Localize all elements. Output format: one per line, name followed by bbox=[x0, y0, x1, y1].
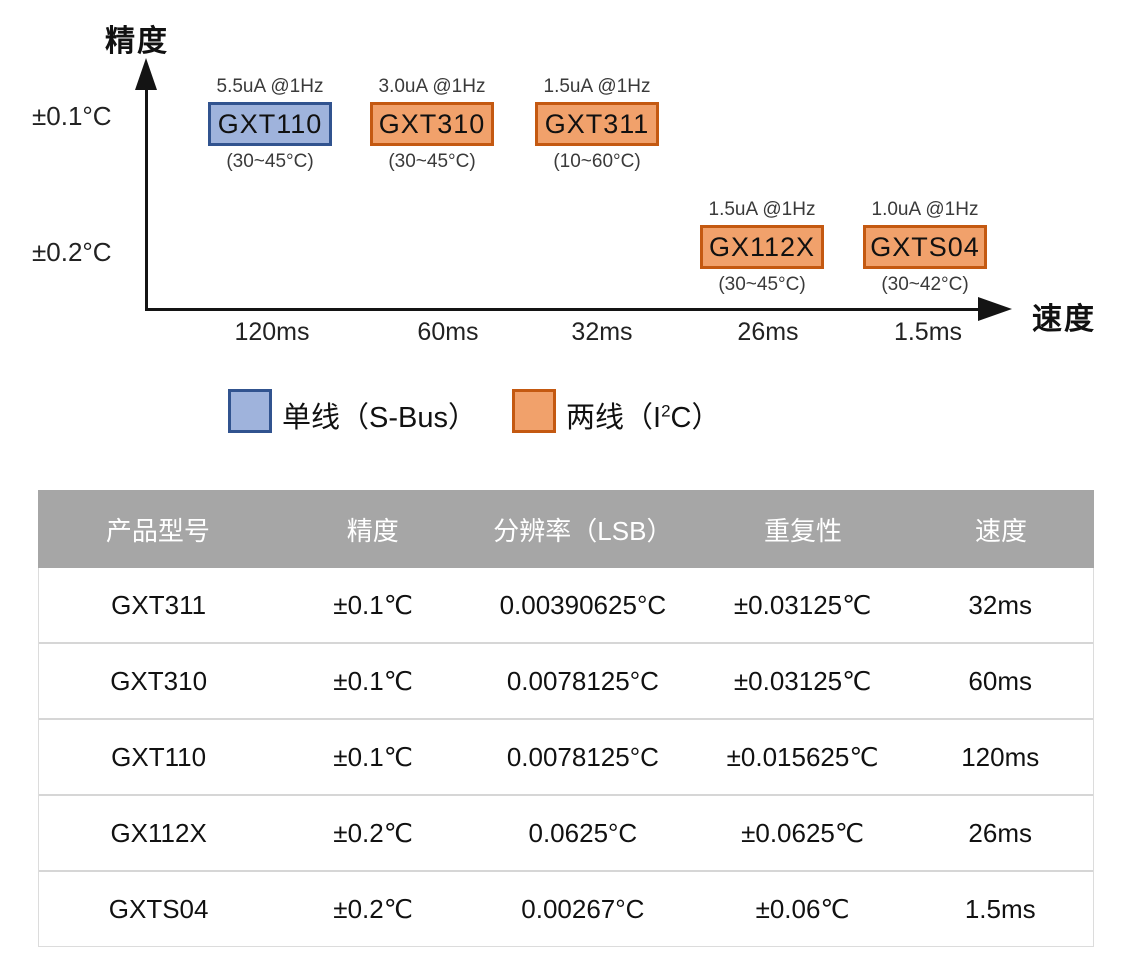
cell-speed: 120ms bbox=[961, 741, 1040, 772]
y-axis-arrowhead-icon bbox=[135, 58, 157, 90]
y-tick-0.2: ±0.2°C bbox=[32, 237, 112, 267]
legend-label-i2c: 两线（I2C） bbox=[566, 394, 720, 436]
product-box-gxt310: GXT310 bbox=[370, 102, 494, 146]
y-tick-0.1: ±0.1°C bbox=[32, 101, 112, 131]
product-temp-range-label: (30~45°C) bbox=[718, 274, 806, 295]
cell-speed: 1.5ms bbox=[964, 893, 1036, 924]
cell-speed: 60ms bbox=[968, 665, 1032, 696]
legend-label-sbus: 单线（S-Bus） bbox=[282, 402, 477, 434]
header-speed: 速度 bbox=[975, 515, 1028, 546]
x-axis-arrowhead-icon bbox=[978, 297, 1012, 321]
product-temp-range-label: (10~60°C) bbox=[553, 151, 641, 172]
cell-model: GXTS04 bbox=[108, 893, 209, 924]
spec-table-header-row: 产品型号 精度 分辨率（LSB） 重复性 速度 bbox=[38, 490, 1094, 568]
product-group-gx112x: 1.5uA @1Hz GX112X (30~45°C) bbox=[652, 199, 872, 296]
header-resolution-lsb: 分辨率（LSB） bbox=[493, 515, 673, 546]
spec-table: 产品型号 精度 分辨率（LSB） 重复性 速度 GXT311 ±0.1℃ 0.0… bbox=[38, 490, 1094, 947]
product-temp-range-label: (30~45°C) bbox=[388, 151, 476, 172]
legend-label-i2c-prefix: 两线（I bbox=[566, 402, 662, 434]
x-axis-title: 速度 bbox=[1032, 303, 1096, 336]
header-accuracy: 精度 bbox=[346, 515, 399, 546]
legend-label-i2c-suffix: C） bbox=[670, 402, 721, 434]
cell-speed: 26ms bbox=[968, 817, 1032, 848]
cell-model: GXT310 bbox=[110, 665, 208, 696]
product-box-gx112x: GX112X bbox=[700, 225, 824, 269]
x-tick-60ms: 60ms bbox=[417, 318, 479, 346]
y-axis-line bbox=[145, 86, 148, 310]
cell-model: GXT311 bbox=[111, 589, 207, 620]
product-current-label: 1.5uA @1Hz bbox=[543, 76, 651, 97]
cell-repeatability: ±0.06℃ bbox=[755, 893, 850, 924]
cell-accuracy: ±0.2℃ bbox=[333, 817, 413, 848]
legend-swatch-i2c-icon bbox=[512, 389, 556, 433]
legend-swatch-sbus-icon bbox=[228, 389, 272, 433]
cell-repeatability: ±0.015625℃ bbox=[726, 741, 879, 772]
table-row-gxt311: GXT311 ±0.1℃ 0.00390625°C ±0.03125℃ 32ms bbox=[39, 568, 1093, 642]
table-row-gxts04: GXTS04 ±0.2℃ 0.00267°C ±0.06℃ 1.5ms bbox=[39, 870, 1093, 946]
y-axis-title: 精度 bbox=[105, 25, 169, 58]
cell-resolution: 0.00390625°C bbox=[499, 589, 667, 620]
cell-resolution: 0.00267°C bbox=[521, 893, 645, 924]
spec-table-body: GXT311 ±0.1℃ 0.00390625°C ±0.03125℃ 32ms… bbox=[38, 568, 1094, 947]
cell-speed: 32ms bbox=[968, 589, 1032, 620]
x-tick-32ms: 32ms bbox=[571, 318, 633, 346]
cell-resolution: 0.0625°C bbox=[528, 817, 638, 848]
product-group-gxt311: 1.5uA @1Hz GXT311 (10~60°C) bbox=[487, 76, 707, 173]
cell-resolution: 0.0078125°C bbox=[506, 665, 659, 696]
x-tick-26ms: 26ms bbox=[737, 318, 799, 346]
product-current-label: 5.5uA @1Hz bbox=[216, 76, 324, 97]
legend-label-i2c-sup: 2 bbox=[661, 401, 671, 421]
x-axis-line bbox=[145, 308, 983, 311]
product-box-gxt311: GXT311 bbox=[535, 102, 659, 146]
cell-accuracy: ±0.1℃ bbox=[333, 589, 413, 620]
product-group-gxt310: 3.0uA @1Hz GXT310 (30~45°C) bbox=[322, 76, 542, 173]
table-row-gx112x: GX112X ±0.2℃ 0.0625°C ±0.0625℃ 26ms bbox=[39, 794, 1093, 870]
cell-accuracy: ±0.1℃ bbox=[333, 665, 413, 696]
product-current-label: 1.0uA @1Hz bbox=[871, 199, 979, 220]
table-row-gxt110: GXT110 ±0.1℃ 0.0078125°C ±0.015625℃ 120m… bbox=[39, 718, 1093, 794]
product-current-label: 3.0uA @1Hz bbox=[378, 76, 486, 97]
product-box-gxts04: GXTS04 bbox=[863, 225, 987, 269]
product-temp-range-label: (30~45°C) bbox=[226, 151, 314, 172]
product-group-gxts04: 1.0uA @1Hz GXTS04 (30~42°C) bbox=[815, 199, 1035, 296]
table-row-gxt310: GXT310 ±0.1℃ 0.0078125°C ±0.03125℃ 60ms bbox=[39, 642, 1093, 718]
product-current-label: 1.5uA @1Hz bbox=[708, 199, 816, 220]
cell-resolution: 0.0078125°C bbox=[506, 741, 659, 772]
product-temp-range-label: (30~42°C) bbox=[881, 274, 969, 295]
product-box-gxt110: GXT110 bbox=[208, 102, 332, 146]
x-tick-1.5ms: 1.5ms bbox=[893, 318, 963, 346]
cell-accuracy: ±0.2℃ bbox=[333, 893, 413, 924]
cell-accuracy: ±0.1℃ bbox=[333, 741, 413, 772]
cell-repeatability: ±0.0625℃ bbox=[741, 817, 865, 848]
x-tick-120ms: 120ms bbox=[234, 318, 310, 346]
product-group-gxt110: 5.5uA @1Hz GXT110 (30~45°C) bbox=[160, 76, 380, 173]
cell-model: GX112X bbox=[110, 817, 207, 848]
cell-model: GXT110 bbox=[111, 741, 207, 772]
header-repeatability: 重复性 bbox=[764, 515, 843, 546]
header-product-model: 产品型号 bbox=[105, 515, 210, 546]
cell-repeatability: ±0.03125℃ bbox=[733, 589, 872, 620]
cell-repeatability: ±0.03125℃ bbox=[733, 665, 872, 696]
